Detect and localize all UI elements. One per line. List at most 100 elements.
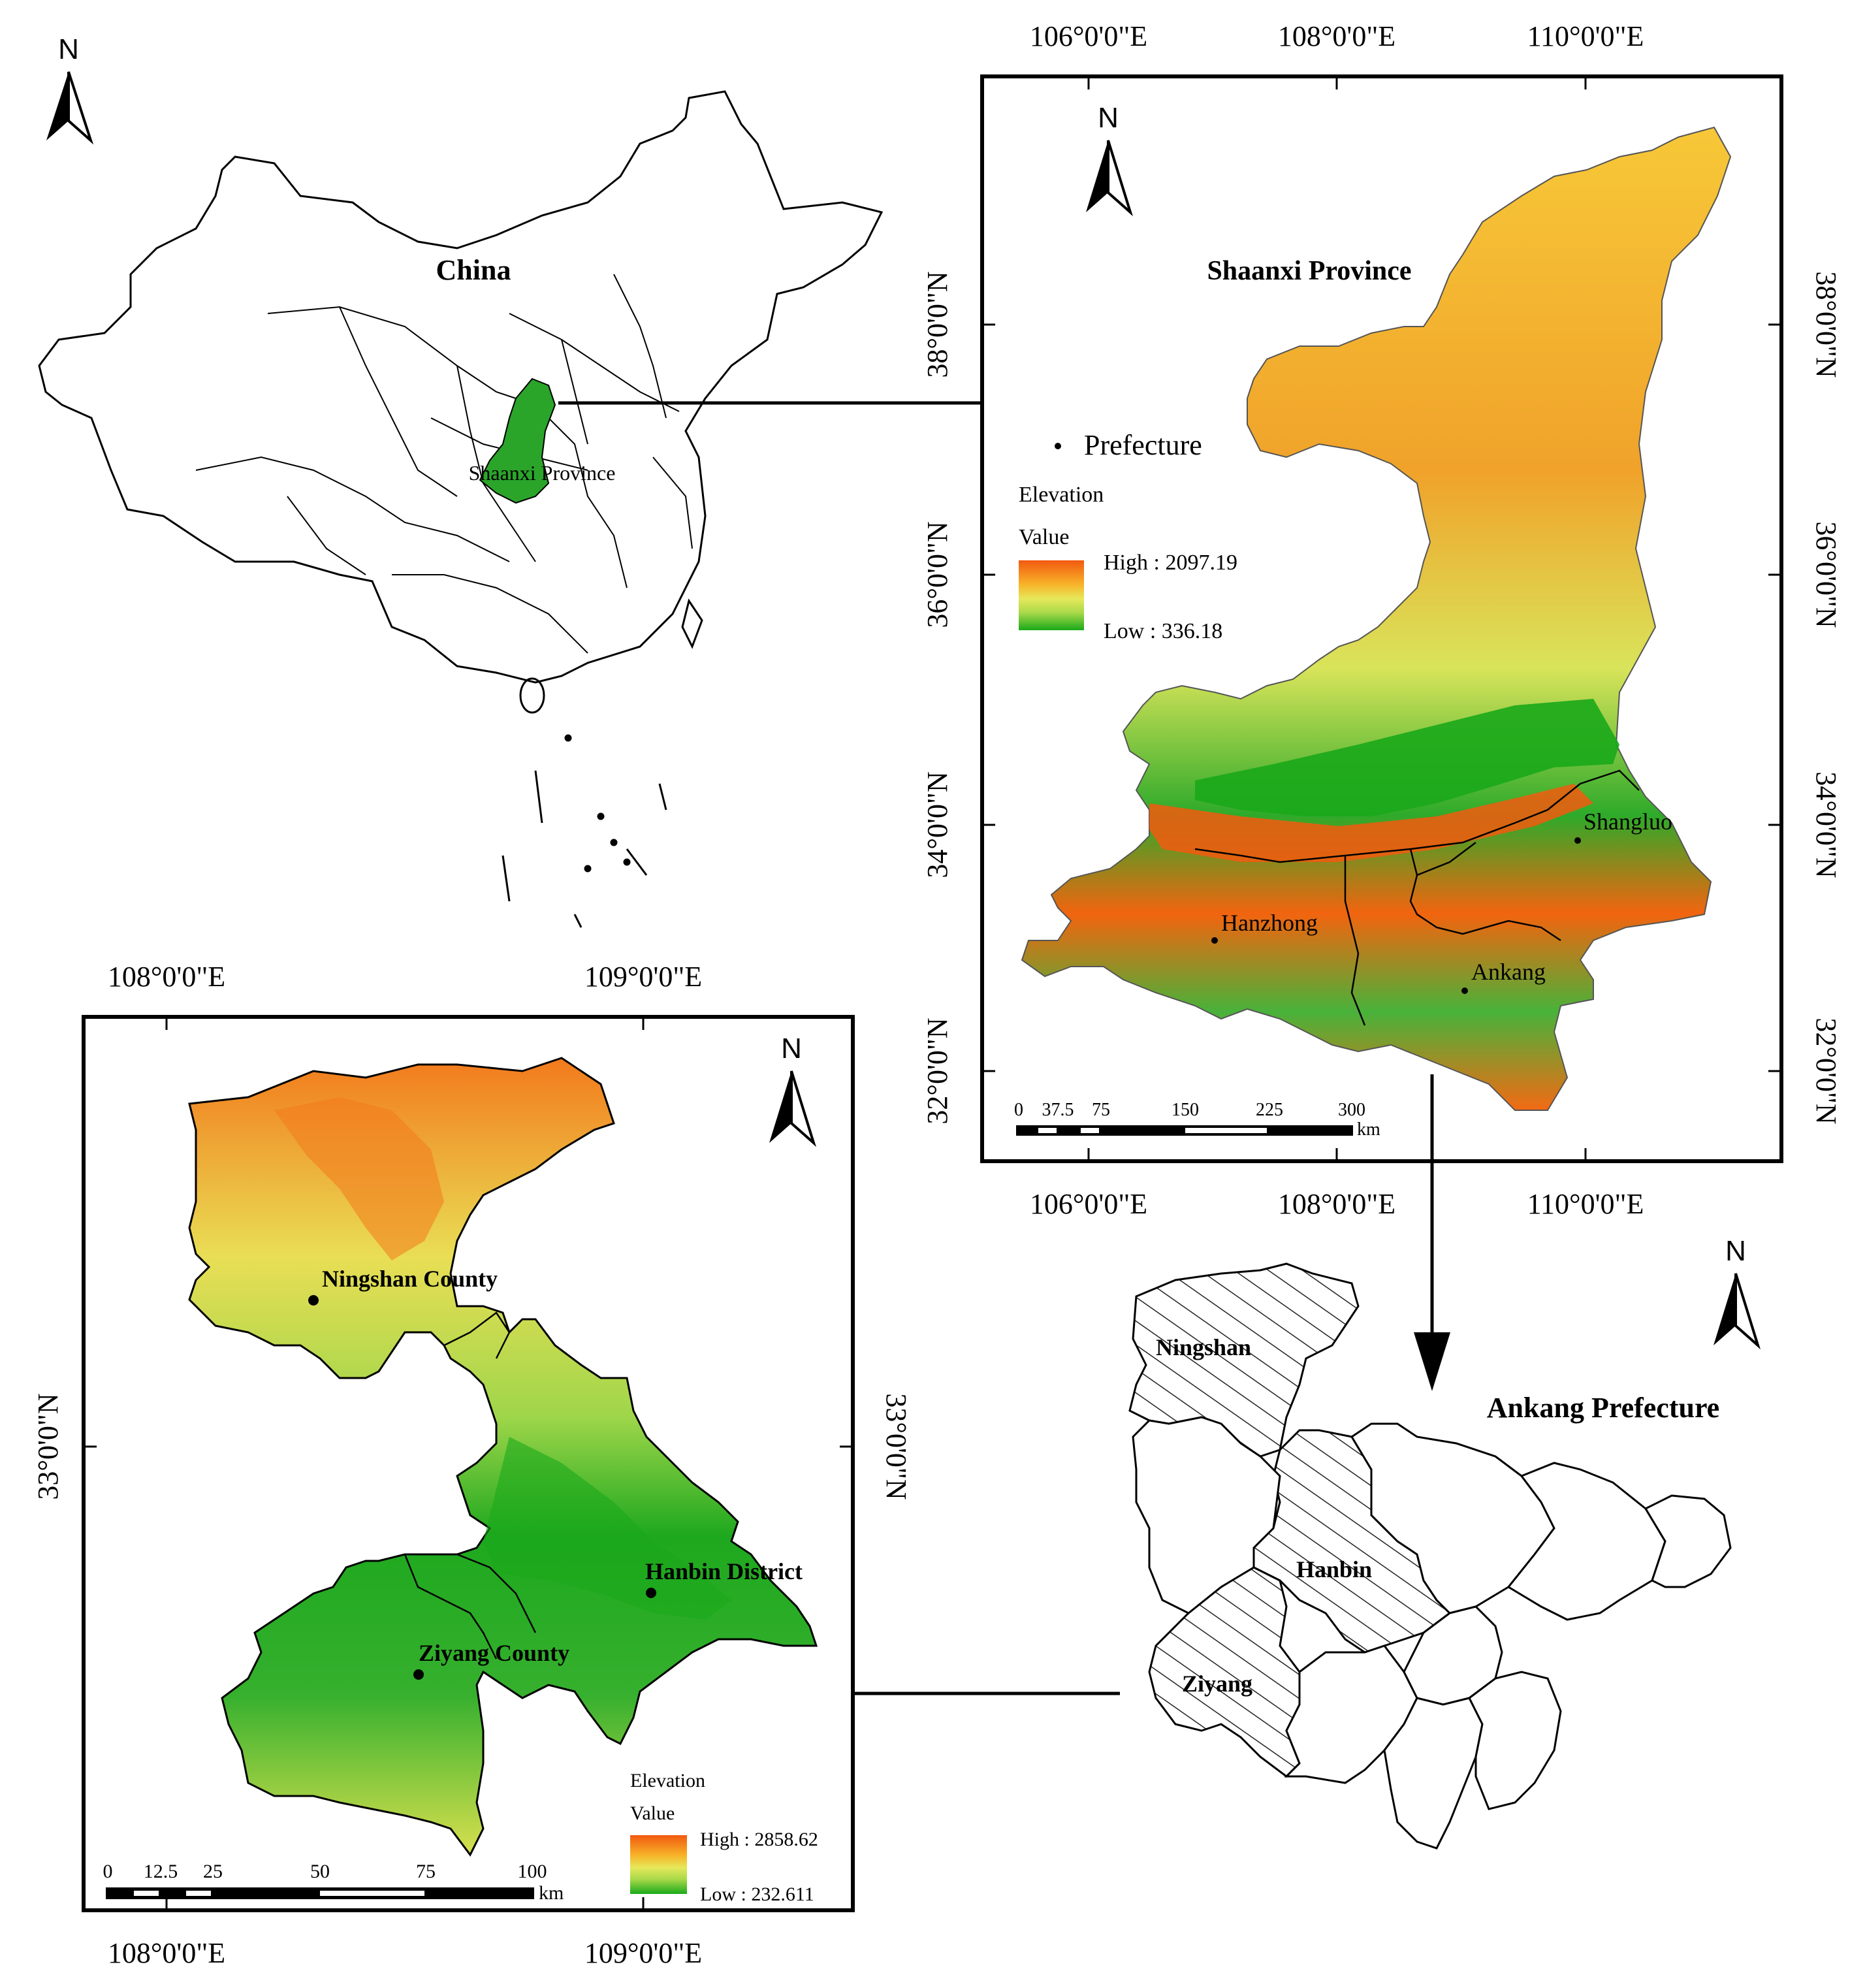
- china-title: China: [436, 254, 511, 286]
- shaanxi-lon-ticks-bottom: 106°0'0"E 108°0'0"E 110°0'0"E: [1030, 1148, 1644, 1220]
- shaanxi-lat-ticks-right: 38°0'0"N 36°0'0"N 34°0'0"N 32°0'0"N: [1768, 271, 1842, 1125]
- china-province-lines: [195, 274, 693, 654]
- study-lon-ticks-top: 108°0'0"E 109°0'0"E: [108, 961, 702, 1030]
- svg-text:12.5: 12.5: [144, 1861, 178, 1882]
- shaanxi-lon-tick: 110°0'0"E: [1527, 20, 1644, 52]
- ankang-point: [1461, 987, 1468, 994]
- shaanxi-lat-tick: 32°0'0"N: [921, 1018, 953, 1124]
- prefecture-legend-point: [1055, 443, 1061, 449]
- shaanxi-lat-tick: 34°0'0"N: [1810, 771, 1842, 878]
- svg-text:N: N: [781, 1033, 802, 1065]
- prefecture-boundaries: [1194, 769, 1640, 1026]
- shaanxi-lon-ticks-top: 106°0'0"E 108°0'0"E 110°0'0"E: [1030, 20, 1644, 89]
- svg-text:37.5: 37.5: [1042, 1100, 1074, 1120]
- study-legend: Elevation Value High : 2858.62 Low : 232…: [630, 1770, 818, 1905]
- shaanxi-scalebar: 0 37.5 75 150 225 300 km: [1014, 1100, 1380, 1140]
- qinling-ridge: [1149, 784, 1593, 862]
- study-area-elevation-raster: [188, 1057, 818, 1857]
- svg-text:50: 50: [310, 1861, 330, 1882]
- study-county-boundaries: [404, 1311, 537, 1659]
- shaanxi-elevation-raster: [1021, 126, 1732, 1111]
- shaanxi-lat-tick: 34°0'0"N: [921, 771, 953, 878]
- place-label-hanbin: Hanbin District: [645, 1558, 803, 1584]
- svg-text:150: 150: [1172, 1100, 1199, 1120]
- shaanxi-highlight: [479, 377, 556, 504]
- shaanxi-lat-tick: 38°0'0"N: [1810, 271, 1842, 377]
- ankang-title: Ankang Prefecture: [1487, 1392, 1719, 1424]
- north-arrow-icon: N: [769, 1033, 817, 1147]
- shaanxi-lat-tick: 36°0'0"N: [921, 521, 953, 628]
- county-label-hanbin: Hanbin: [1296, 1556, 1372, 1582]
- county-baihe: [1644, 1494, 1732, 1588]
- svg-text:km: km: [1357, 1119, 1380, 1140]
- study-lon-tick: 108°0'0"E: [108, 1937, 225, 1969]
- study-low-elevation-valley: [483, 1437, 731, 1620]
- shaanxi-lon-tick: 106°0'0"E: [1030, 1188, 1147, 1220]
- county-ningshan: [1128, 1262, 1360, 1458]
- shaanxi-legend-subtitle: Value: [1019, 525, 1069, 549]
- study-area-map: 108°0'0"E 109°0'0"E 108°0'0"E 109°0'0"E …: [32, 961, 912, 1969]
- study-lat-tick: 33°0'0"N: [880, 1393, 912, 1499]
- county-zhenping: [1383, 1697, 1484, 1850]
- hanbin-point: [646, 1588, 656, 1598]
- shaanxi-map: 106°0'0"E 108°0'0"E 110°0'0"E 106°0'0"E …: [921, 20, 1842, 1220]
- county-hanyin: [1132, 1416, 1281, 1614]
- china-outline: [38, 90, 884, 684]
- study-legend-colorbar: [630, 1835, 687, 1894]
- shaanxi-label: Shaanxi Province: [469, 461, 616, 485]
- shaanxi-lat-tick: 38°0'0"N: [921, 271, 953, 377]
- study-scalebar: 0 12.5 25 50 75 100 km: [103, 1861, 564, 1904]
- shaanxi-legend: Prefecture Elevation Value High : 2097.1…: [1019, 429, 1237, 643]
- svg-text:0: 0: [103, 1861, 113, 1882]
- ningshan-point: [308, 1295, 319, 1306]
- shaanxi-lon-tick: 106°0'0"E: [1030, 20, 1147, 52]
- study-lon-tick: 109°0'0"E: [584, 1937, 702, 1969]
- study-lat-tick: 33°0'0"N: [32, 1393, 64, 1499]
- study-lon-tick: 109°0'0"E: [584, 961, 702, 993]
- shaanxi-lat-tick: 36°0'0"N: [1810, 521, 1842, 628]
- study-lat-ticks: 33°0'0"N 33°0'0"N: [32, 1393, 912, 1499]
- prefecture-label-hanzhong: Hanzhong: [1221, 910, 1318, 936]
- ziyang-point: [413, 1669, 424, 1680]
- shaanxi-lat-ticks-left: 38°0'0"N 36°0'0"N 34°0'0"N 32°0'0"N: [921, 271, 995, 1125]
- shaanxi-legend-low: Low : 336.18: [1104, 619, 1222, 643]
- shaanxi-legend-high: High : 2097.19: [1104, 551, 1237, 575]
- prefecture-label-shangluo: Shangluo: [1584, 809, 1672, 835]
- shaanxi-legend-colorbar: [1019, 560, 1084, 630]
- study-lon-ticks-bottom: 108°0'0"E 109°0'0"E: [108, 1897, 702, 1969]
- shangluo-point: [1574, 837, 1581, 844]
- svg-text:0: 0: [1014, 1100, 1023, 1120]
- guanzhong-plain: [1195, 699, 1619, 816]
- arrow-to-ankang: [1414, 1074, 1450, 1391]
- svg-text:N: N: [58, 33, 79, 65]
- shaanxi-lon-tick: 108°0'0"E: [1278, 1188, 1395, 1220]
- county-label-ziyang: Ziyang: [1182, 1671, 1252, 1697]
- shaanxi-legend-title: Elevation: [1019, 483, 1104, 507]
- prefecture-points: Shangluo Hanzhong Ankang: [1211, 809, 1672, 994]
- study-high-elevation-north: [274, 1097, 444, 1260]
- svg-text:km: km: [539, 1882, 564, 1904]
- shaanxi-lon-tick: 110°0'0"E: [1527, 1188, 1644, 1220]
- study-legend-subtitle: Value: [630, 1803, 675, 1824]
- county-label-ningshan: Ningshan: [1156, 1334, 1251, 1360]
- north-arrow-icon: N: [1086, 102, 1134, 217]
- shaanxi-title: Shaanxi Province: [1207, 256, 1411, 286]
- county-xunyang-south: [1468, 1671, 1562, 1810]
- county-xunyang: [1506, 1462, 1666, 1621]
- study-places: Ningshan County Hanbin District Ziyang C…: [308, 1266, 803, 1680]
- study-legend-high: High : 2858.62: [700, 1829, 818, 1850]
- north-arrow-icon: N: [1714, 1235, 1761, 1350]
- north-arrow-icon: N: [46, 33, 94, 145]
- china-islands: [502, 598, 703, 928]
- svg-text:225: 225: [1256, 1100, 1283, 1120]
- hanzhong-point: [1211, 937, 1218, 944]
- svg-text:75: 75: [1092, 1100, 1110, 1120]
- svg-text:N: N: [1725, 1235, 1746, 1267]
- shaanxi-lat-tick: 32°0'0"N: [1810, 1018, 1842, 1124]
- svg-text:300: 300: [1338, 1100, 1365, 1120]
- china-map: N: [38, 33, 884, 928]
- ankang-county-labels: Ningshan Hanbin Ziyang: [1156, 1334, 1372, 1697]
- prefecture-label-ankang: Ankang: [1471, 959, 1546, 985]
- svg-text:25: 25: [203, 1861, 223, 1882]
